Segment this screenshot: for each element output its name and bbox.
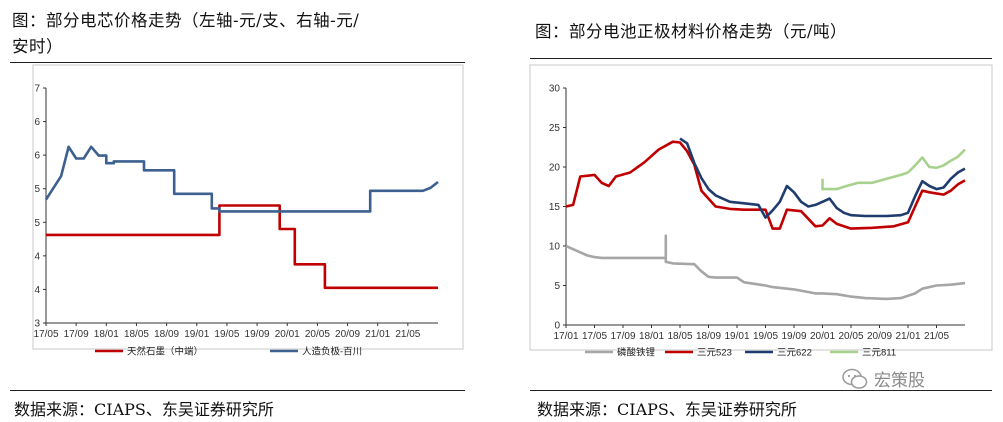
x-tick-label: 17/05	[33, 329, 58, 340]
x-tick-label: 20/05	[305, 329, 330, 340]
series-line-1	[565, 234, 966, 301]
series-line-4	[821, 148, 966, 191]
x-tick-label: 20/01	[275, 329, 300, 340]
wechat-icon	[842, 368, 868, 389]
left-source-note: 数据来源：CIAPS、东吴证券研究所	[14, 400, 274, 419]
series-line-1	[46, 204, 438, 290]
y-tick-label: 7	[34, 84, 40, 95]
left-plot-frame	[32, 64, 464, 350]
y-tick-label: 6	[34, 151, 40, 162]
x-tick-label: 21/05	[395, 329, 420, 340]
x-tick-label: 19/05	[753, 331, 778, 342]
x-tick-label: 19/01	[724, 331, 749, 342]
series-line-2	[44, 145, 439, 213]
watermark-text: 宏策股	[874, 371, 925, 391]
x-tick-label: 20/05	[838, 331, 863, 342]
x-tick-label: 20/09	[335, 329, 360, 340]
legend-label: 人造负极-百川	[302, 346, 362, 358]
left-title-divider	[10, 62, 465, 63]
x-tick-label: 17/09	[64, 329, 89, 340]
right-chart-title: 图：部分电池正极材料价格走势（元/吨）	[535, 22, 848, 41]
y-tick-label: 5	[34, 218, 40, 229]
y-tick-label: 15	[549, 202, 561, 213]
x-tick-label: 21/01	[365, 329, 390, 340]
legend-label: 三元622	[777, 348, 812, 359]
y-tick-label: 0	[554, 321, 560, 332]
x-tick-label: 18/09	[154, 329, 179, 340]
y-tick-label: 4	[34, 251, 40, 262]
left-chart-title-line2: 安时）	[12, 37, 63, 56]
right-source-note: 数据来源：CIAPS、东吴证券研究所	[537, 400, 797, 419]
left-chart-title: 图：部分电芯价格走势（左轴-元/支、右轴-元/	[12, 11, 360, 30]
left-source-divider	[10, 390, 465, 391]
y-tick-label: 30	[549, 84, 561, 95]
x-tick-label: 18/05	[667, 331, 692, 342]
x-tick-label: 19/09	[245, 329, 270, 340]
series-line-2	[565, 140, 966, 230]
x-tick-label: 18/01	[94, 329, 119, 340]
x-tick-label: 18/01	[639, 331, 664, 342]
y-tick-label: 25	[549, 123, 561, 134]
y-tick-label: 4	[34, 285, 40, 296]
x-tick-label: 17/09	[610, 331, 635, 342]
y-tick-label: 5	[554, 281, 560, 292]
right-title-divider	[530, 58, 992, 59]
y-tick-label: 6	[34, 117, 40, 128]
left-chart: 3 4 4 5 5 6 6 7 17/05 17/09 18/01 18/05 18/09 19/01 19…	[33, 84, 439, 358]
legend-label: 三元523	[697, 348, 732, 359]
x-tick-label: 19/05	[214, 329, 239, 340]
legend-label: 磷酸铁锂	[617, 347, 656, 359]
watermark: 宏策股	[842, 366, 925, 391]
x-tick-label: 19/01	[184, 329, 209, 340]
x-tick-label: 17/01	[553, 331, 578, 342]
legend-label: 天然石墨（中端）	[127, 346, 203, 358]
legend-label: 三元811	[862, 348, 896, 359]
y-tick-label: 5	[34, 184, 40, 195]
x-tick-label: 18/05	[124, 329, 149, 340]
right-source-divider	[530, 390, 992, 391]
x-tick-label: 19/09	[781, 331, 806, 342]
right-plot-frame	[529, 64, 993, 351]
x-tick-label: 21/05	[924, 331, 949, 342]
y-tick-label: 10	[549, 242, 561, 253]
y-tick-label: 20	[549, 163, 561, 174]
x-tick-label: 20/09	[867, 331, 892, 342]
x-tick-label: 18/09	[696, 331, 721, 342]
x-tick-label: 17/05	[582, 331, 607, 342]
y-tick-label: 3	[34, 319, 40, 330]
right-chart: 0 5 10 15 20 25 30 17/01 17/05 17/09 18/01 18/05 18/…	[549, 84, 966, 359]
x-tick-label: 20/01	[810, 331, 835, 342]
series-line-3	[679, 137, 966, 219]
x-tick-label: 21/01	[895, 331, 920, 342]
